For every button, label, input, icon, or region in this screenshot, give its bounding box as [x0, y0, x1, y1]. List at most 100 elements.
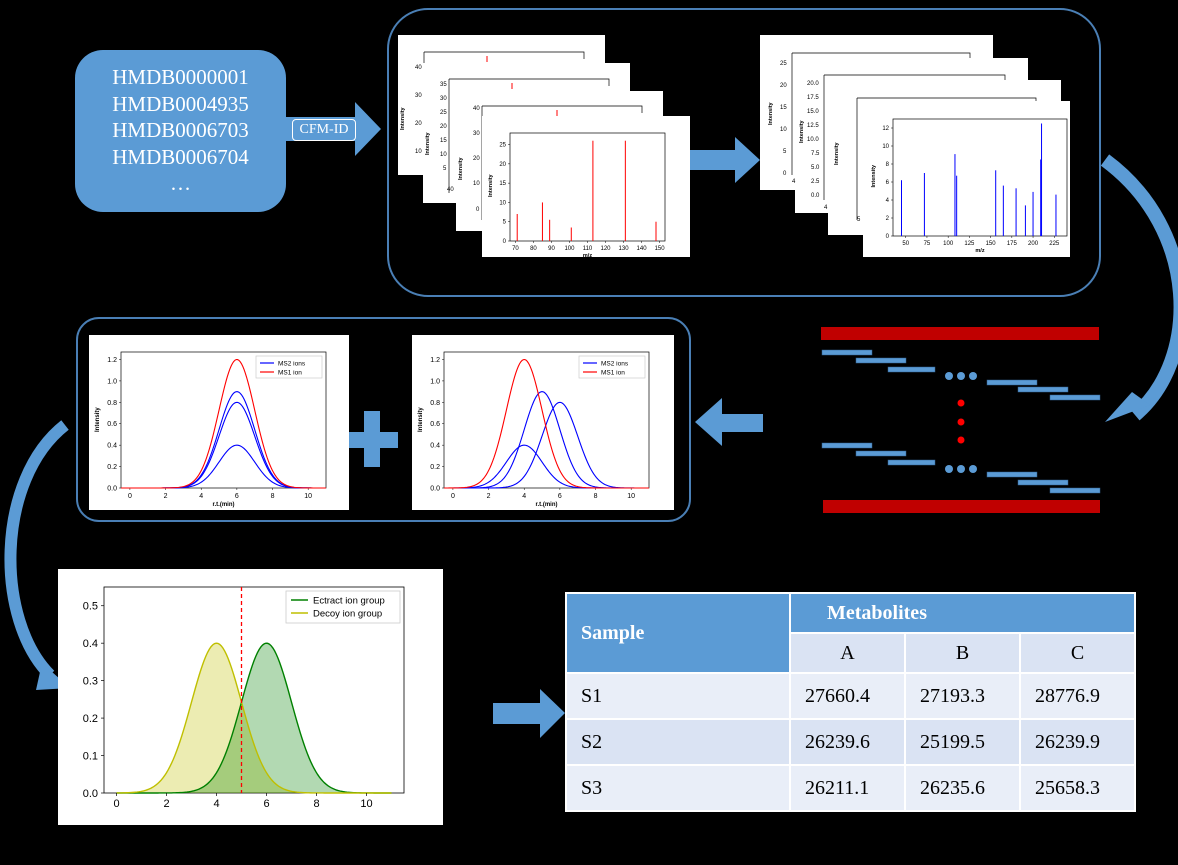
tick: 0 [783, 171, 787, 177]
tick: 20 [440, 124, 447, 130]
spectra-group-outline [387, 8, 1101, 297]
tick: 35 [440, 82, 447, 88]
column-header-a: A [789, 632, 906, 674]
chromatogram-plot-left: 0 2 4 6 8 10 1.2 1.0 0.8 0.6 0.4 0.2 0.0 r.t.(min) Int… [95, 351, 327, 508]
tick: 5 [857, 217, 861, 223]
tick: 5.0 [811, 165, 820, 171]
ylabel: Intensity [425, 131, 431, 155]
column-header-c: C [1019, 632, 1136, 674]
tick: 20 [473, 156, 480, 162]
y-tick-label: 0.6 [430, 421, 440, 428]
y-tick-label: 12 [882, 126, 889, 132]
y-tick-label: 0.8 [430, 400, 440, 407]
tick: 10 [780, 127, 787, 133]
x-axis-label: m/z [583, 253, 592, 257]
x-tick-label: 0 [113, 798, 119, 810]
tick: 2.5 [811, 179, 820, 185]
x-tick-label: 200 [1028, 241, 1039, 247]
hmdb-id-4: HMDB0006704 [112, 144, 249, 169]
tick: 20 [780, 83, 787, 89]
tick: 15 [440, 138, 447, 144]
arrow-right-2 [690, 137, 760, 183]
x-tick-label: 110 [583, 246, 593, 252]
y-tick-label: 2 [886, 216, 890, 222]
tick: 5 [783, 149, 787, 155]
y-tick-label: 0 [886, 234, 890, 240]
value-cell: 25199.5 [904, 718, 1021, 766]
y-tick-label: 0.4 [107, 443, 117, 450]
x-tick-label: 8 [271, 493, 275, 500]
plot-frame [443, 351, 650, 489]
legend-label: MS2 ions [278, 361, 306, 368]
ms2-ion-trace [444, 401, 649, 489]
y-tick-label: 0.1 [83, 751, 98, 763]
sample-header: Sample [565, 592, 791, 674]
tick: 10.0 [807, 137, 819, 143]
plot-frame [120, 351, 327, 489]
predicted-spectrum-plot: 70 80 90 100 110 120 130 140 150 25 20 15 10 5 0 m/z Int… [488, 132, 666, 257]
y-tick-label: 5 [503, 220, 507, 226]
ms2-ion-trace [121, 391, 326, 489]
front-spectrum-card [482, 116, 690, 257]
legend-label: MS2 ions [601, 361, 629, 368]
tick: 4 [824, 205, 828, 211]
tick: 20 [415, 121, 422, 127]
tick: 15 [780, 105, 787, 111]
value-cell: 26211.1 [789, 764, 906, 812]
x-tick-label: 140 [637, 246, 648, 252]
distribution-curve [116, 642, 392, 794]
x-tick-label: 0 [451, 493, 455, 500]
y-tick-label: 0.8 [107, 400, 117, 407]
x-axis-label: m/z [975, 248, 984, 254]
y-tick-label: 10 [499, 200, 506, 206]
ellipsis-dots-red [957, 399, 965, 444]
y-tick-label: 0.6 [107, 421, 117, 428]
x-tick-label: 6 [263, 798, 269, 810]
tick: 40 [473, 106, 480, 112]
x-tick-label: 50 [902, 241, 909, 247]
precursor-bar-bottom [823, 500, 1100, 513]
y-axis-label: Intensity [871, 164, 877, 188]
x-tick-label: 2 [164, 493, 168, 500]
ms2-ion-trace [444, 391, 649, 489]
y-tick-label: 0.4 [430, 443, 440, 450]
y-tick-label: 1.2 [430, 357, 440, 364]
precursor-bar-top [821, 327, 1099, 340]
x-tick-label: 2 [487, 493, 491, 500]
tick: 40 [415, 65, 422, 71]
score-distribution-panel: 0 2 4 6 8 10 0.5 0.4 0.3 0.2 0.1 0.0 Ectract ion gro… [58, 569, 443, 825]
ms1-ion-trace [121, 359, 326, 489]
tick: 40 [447, 187, 454, 193]
distribution-fill [116, 643, 392, 793]
tick: 5 [443, 166, 447, 172]
tick: 0.0 [811, 193, 820, 199]
tick: 15.0 [807, 109, 819, 115]
chromatogram-plot-right: 0 2 4 6 8 10 1.2 1.0 0.8 0.6 0.4 0.2 0.0 r.t.(min) Int… [418, 351, 650, 508]
value-cell: 26235.6 [904, 764, 1021, 812]
hmdb-id-more: … [170, 171, 191, 195]
plus-sign [346, 411, 398, 467]
x-axis-label: r.t.(min) [536, 502, 558, 508]
y-tick-label: 25 [499, 143, 506, 149]
quantification-table: Sample Metabolites A B C S1 27660.4 2719… [565, 592, 1136, 812]
tick: 20.0 [807, 81, 819, 87]
x-tick-label: 4 [522, 493, 526, 500]
legend-label: MS1 ion [278, 370, 302, 377]
y-tick-label: 0.0 [83, 788, 98, 800]
ylabel: Intensity [768, 101, 774, 125]
curved-arrow-left [4, 420, 69, 680]
value-cell: 26239.9 [1019, 718, 1136, 766]
metabolite-id-box: HMDB0000001 HMDB0004935 HMDB0006703 HMDB… [75, 50, 286, 212]
hmdb-id-1: HMDB0000001 [112, 65, 249, 89]
tick: 10 [440, 152, 447, 158]
score-distribution-chart: 0 2 4 6 8 10 0.5 0.4 0.3 0.2 0.1 0.0 Ectract ion gro… [83, 586, 405, 810]
x-tick-label: 8 [594, 493, 598, 500]
tick: 17.5 [807, 95, 819, 101]
filtered-spectra-stack: 25 20 15 10 5 0 Intensity 20.0 17.5 15.0… [760, 35, 1070, 257]
cfm-id-label: CFM-ID [292, 119, 356, 141]
tick: 4 [792, 179, 796, 185]
x-tick-label: 150 [655, 246, 666, 252]
x-tick-label: 130 [619, 246, 630, 252]
y-tick-label: 0.2 [430, 464, 440, 471]
x-tick-label: 4 [213, 798, 219, 810]
